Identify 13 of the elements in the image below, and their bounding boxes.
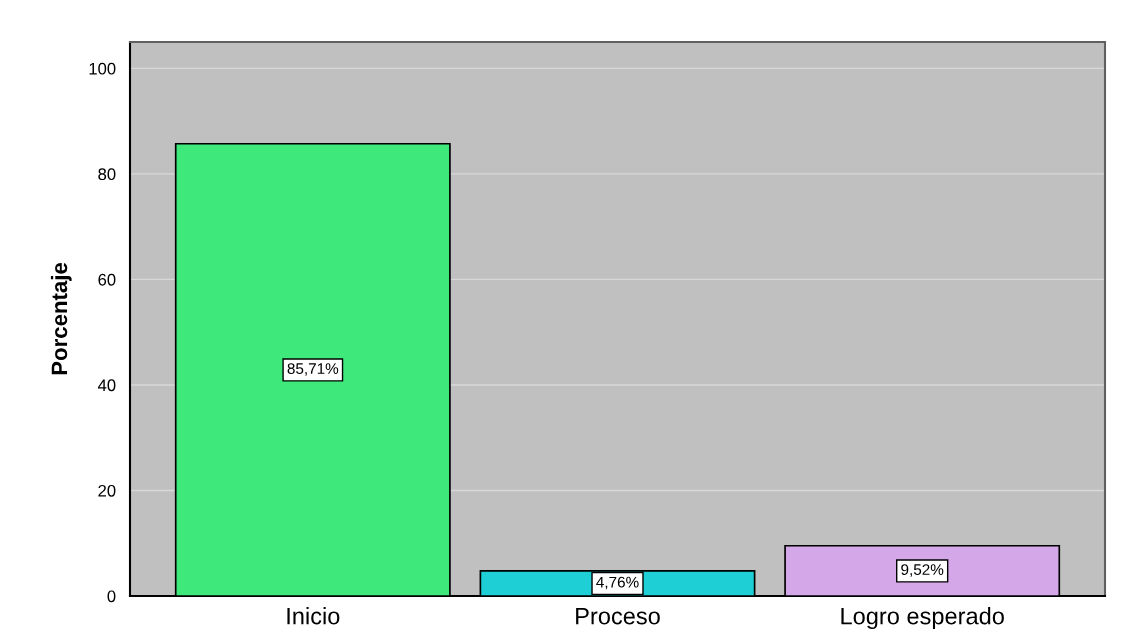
y-tick-label: 100 — [89, 62, 116, 75]
x-tick-label: Inicio — [287, 607, 340, 625]
x-tick-label: Logro esperado — [841, 607, 1004, 630]
y-tick-label: 20 — [98, 484, 116, 497]
y-tick-label: 60 — [98, 273, 116, 286]
y-tick-label: 40 — [97, 379, 116, 392]
y-tick-label: 0 — [107, 590, 116, 603]
data-label: 85,71% — [287, 363, 339, 376]
y-tick-label: 80 — [98, 168, 116, 181]
y-axis-title: Porcentaje — [50, 262, 72, 375]
x-tick-label: Proceso — [576, 607, 660, 625]
data-label: 4,76% — [596, 576, 639, 590]
data-label: 9,52% — [901, 564, 944, 577]
